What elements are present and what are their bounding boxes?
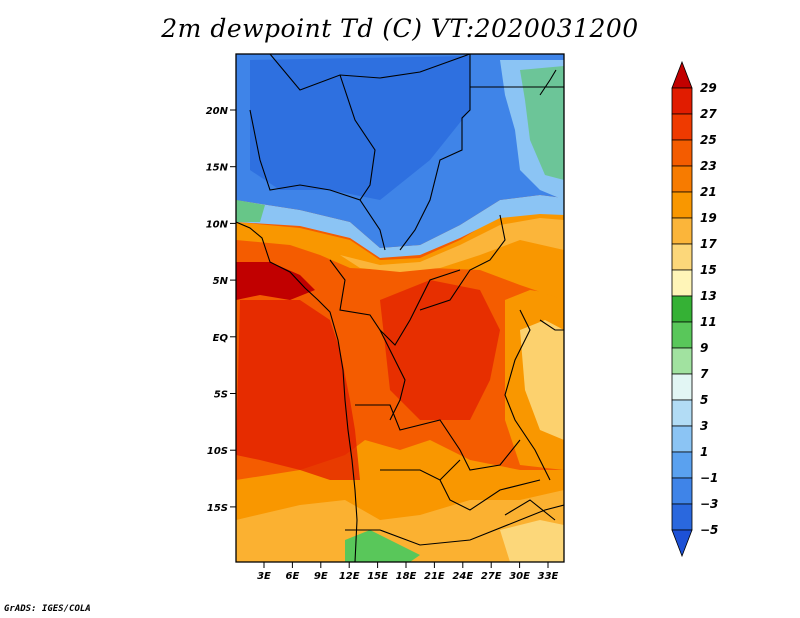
colorbar-label: 29 <box>700 81 717 95</box>
colorbar-label: 9 <box>700 341 708 355</box>
lat-label: 5N <box>213 276 229 287</box>
lat-label: 15S <box>207 503 228 514</box>
colorbar-segment <box>671 217 693 245</box>
lon-label: 21E <box>424 571 445 582</box>
map-title: 2m dewpoint Td (C) VT:2020031200 <box>161 14 639 43</box>
colorbar-label: 15 <box>700 263 717 277</box>
colorbar-segment <box>671 87 693 115</box>
lon-label: 15E <box>367 571 388 582</box>
lat-label: 10N <box>206 219 229 230</box>
lon-label: 18E <box>396 571 417 582</box>
country-borders <box>236 54 564 562</box>
colorbar-label: 23 <box>700 159 717 173</box>
colorbar-label: 27 <box>700 107 717 121</box>
lon-label: 9E <box>314 571 328 582</box>
colorbar-segment <box>671 321 693 349</box>
colorbar-label: 7 <box>700 367 709 381</box>
lon-label: 12E <box>339 571 360 582</box>
longitude-axis: 3E 6E 9E 12E 15E 18E 21E 24E 27E 30E 33E <box>257 562 559 582</box>
dewpoint-field <box>236 54 564 562</box>
lon-label: 27E <box>481 571 502 582</box>
colorbar-segment <box>671 425 693 453</box>
lat-label: 15N <box>206 163 229 174</box>
colorbar-label: 5 <box>700 393 708 407</box>
colorbar-label: 25 <box>700 133 717 147</box>
colorbar-label: −5 <box>700 523 718 537</box>
colorbar-segment <box>671 295 693 323</box>
lon-label: 3E <box>257 571 271 582</box>
colorbar-segment <box>671 191 693 219</box>
colorbar-label: 21 <box>700 185 717 199</box>
colorbar-segment <box>671 165 693 193</box>
colorbar-label: 13 <box>700 289 717 303</box>
colorbar-label: 1 <box>700 445 708 459</box>
colorbar-segment <box>671 477 693 505</box>
lat-label: EQ <box>213 333 229 344</box>
colorbar-segment <box>671 399 693 427</box>
colorbar-segment <box>671 60 693 89</box>
colorbar-segment <box>671 113 693 141</box>
colorbar-segment <box>671 373 693 401</box>
colorbar-label: 17 <box>700 237 717 251</box>
lon-label: 6E <box>286 571 300 582</box>
colorbar: 29 27 25 23 21 19 17 15 13 11 9 7 5 3 1 −1 −3 −5 <box>671 60 718 558</box>
colorbar-label: −3 <box>700 497 718 511</box>
lat-label: 10S <box>207 446 228 457</box>
grads-credit: GrADS: IGES/COLA <box>4 604 91 614</box>
colorbar-segment <box>671 451 693 479</box>
colorbar-label: 11 <box>700 315 717 329</box>
map-frame <box>235 53 565 563</box>
colorbar-segment <box>671 139 693 167</box>
colorbar-segment <box>671 347 693 375</box>
lat-label: 5S <box>214 390 228 401</box>
colorbar-segment <box>671 269 693 297</box>
colorbar-label: 3 <box>700 419 708 433</box>
lon-label: 24E <box>452 571 473 582</box>
lon-label: 30E <box>509 571 530 582</box>
latitude-axis: 20N 15N 10N 5N EQ 5S 10S 15S <box>206 106 236 514</box>
lat-label: 20N <box>206 106 229 117</box>
colorbar-segment <box>671 503 693 531</box>
colorbar-segment <box>671 529 693 558</box>
lon-label: 33E <box>538 571 559 582</box>
colorbar-segment <box>671 243 693 271</box>
colorbar-label: 19 <box>700 211 717 225</box>
colorbar-label: −1 <box>700 471 718 485</box>
